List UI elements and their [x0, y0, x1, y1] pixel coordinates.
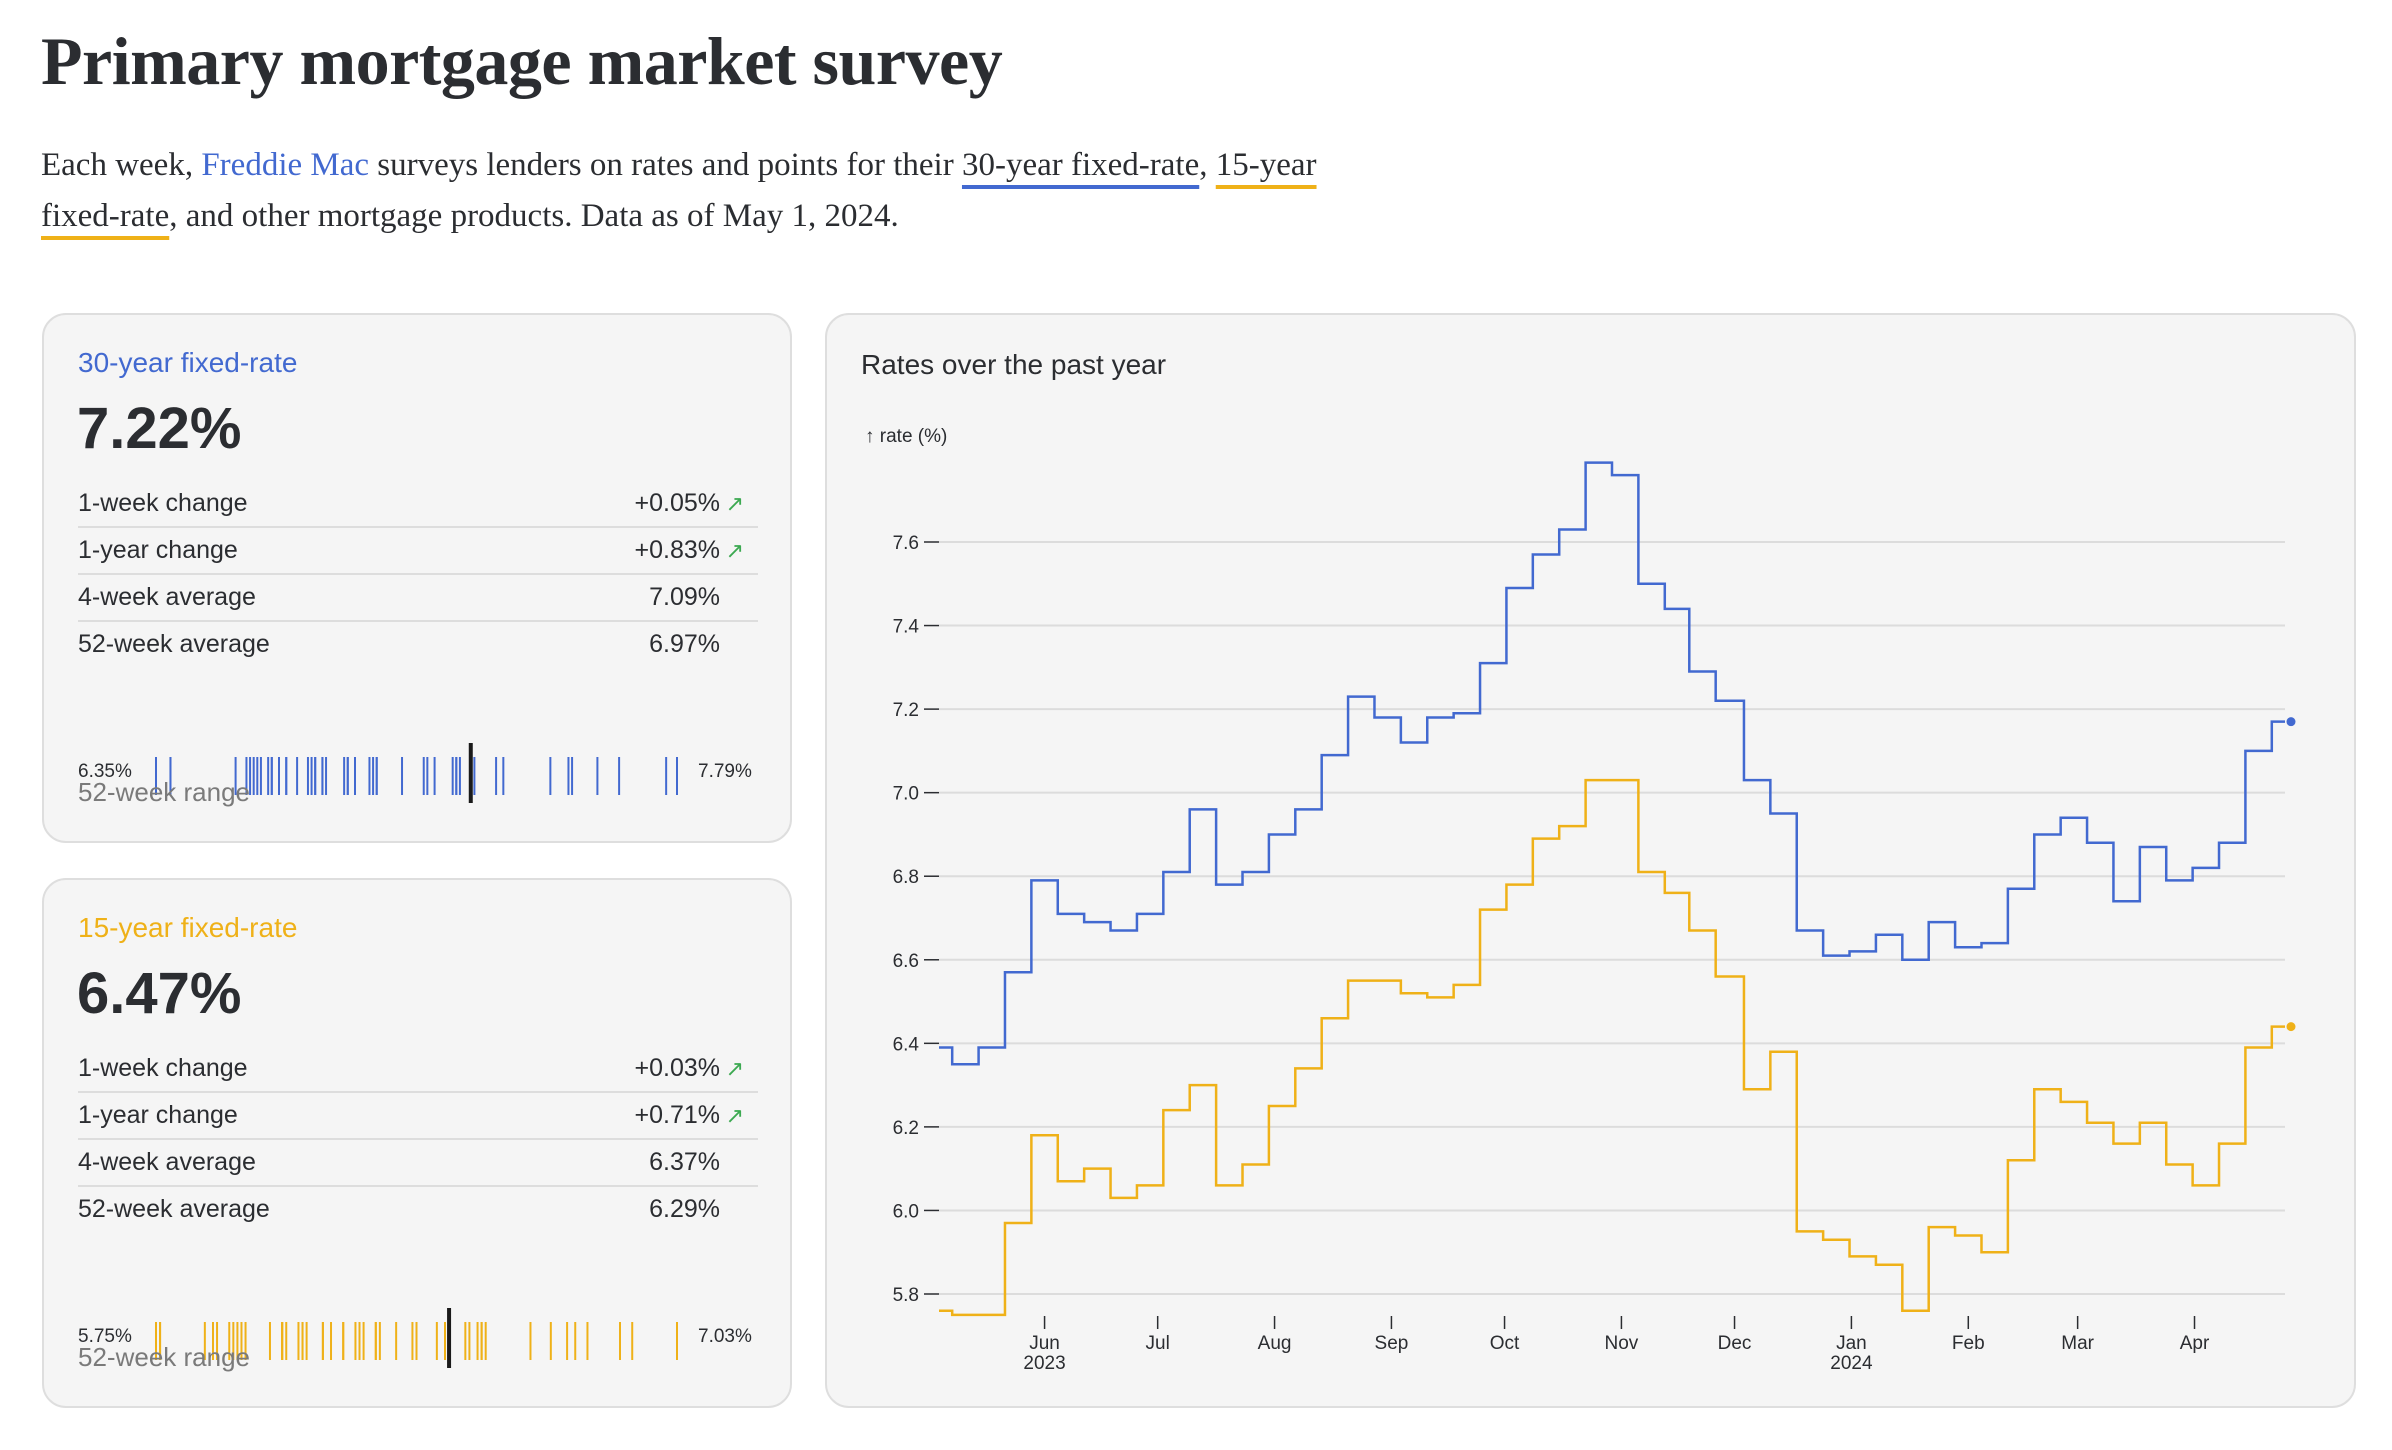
stat-row: 1-week change +0.05% ↗ — [78, 481, 758, 528]
y-axis-label: ↑ rate (%) — [865, 426, 947, 447]
x-tick-label: Mar — [2061, 1333, 2094, 1354]
card-title: 30-year fixed-rate — [78, 347, 298, 378]
intro-text: , — [1199, 147, 1216, 183]
rates-chart: ↑ rate (%) 5.8 6.0 6.2 6.4 6.6 6.8 7.0 7.2 7.4 7.6… — [865, 426, 2296, 1374]
page-title: Primary mortgage market survey — [41, 23, 1003, 99]
stats-table: 1-week change +0.03% ↗ 1-year change +0.71%… — [78, 1046, 758, 1232]
up-arrow-icon: ↗ — [725, 1055, 744, 1081]
stat-label: 1-week change — [78, 489, 248, 517]
range-max: 7.79% — [698, 761, 752, 782]
up-arrow-icon: ↗ — [725, 490, 744, 516]
stat-label: 1-week change — [78, 1054, 248, 1082]
range-strip: 6.35% 7.79% — [44, 743, 794, 803]
stat-label: 1-year change — [78, 536, 238, 564]
stat-label: 52-week average — [78, 1195, 270, 1223]
freddie-mac-link[interactable]: Freddie Mac — [201, 147, 370, 183]
chart-title: Rates over the past year — [861, 349, 1167, 380]
y-tick-label: 5.8 — [893, 1285, 919, 1306]
series-line-fifteen — [939, 778, 2285, 1317]
stat-value: +0.83% — [634, 536, 721, 564]
x-tick-label: Aug — [1258, 1333, 1292, 1354]
series-end-dot-fifteen — [2286, 1022, 2296, 1032]
stat-label: 1-year change — [78, 1101, 238, 1129]
series-end-dot-thirty — [2286, 717, 2296, 727]
stat-row: 1-week change +0.03% ↗ — [78, 1046, 758, 1093]
stat-value: +0.05% — [634, 489, 721, 517]
current-rate: 7.22% — [77, 396, 242, 461]
y-tick-label: 6.6 — [893, 951, 919, 972]
range-strip: 5.75% 7.03% — [44, 1308, 794, 1368]
range-min: 5.75% — [78, 1326, 132, 1347]
stat-label: 52-week average — [78, 630, 270, 658]
range-label: 52-week range — [78, 1342, 250, 1372]
x-tick-year-label: 2024 — [1830, 1353, 1873, 1374]
stat-row: 52-week average 6.29% — [78, 1187, 758, 1232]
range-ticks — [155, 1308, 678, 1368]
x-tick-label: Oct — [1490, 1333, 1520, 1354]
stat-label: 4-week average — [78, 1148, 256, 1176]
x-tick-label: Nov — [1605, 1333, 1639, 1354]
stat-row: 52-week average 6.97% — [78, 622, 758, 667]
range-label: 52-week range — [78, 777, 250, 807]
stat-value: 6.37% — [649, 1148, 720, 1176]
y-tick-label: 6.0 — [893, 1201, 919, 1222]
up-arrow-icon: ↗ — [725, 1102, 744, 1128]
stat-row: 1-year change +0.71% ↗ — [78, 1093, 758, 1140]
stat-row: 4-week average 6.37% — [78, 1140, 758, 1187]
x-tick-label: Sep — [1375, 1333, 1409, 1354]
intro-text: Each week, — [41, 147, 202, 183]
stat-row: 4-week average 7.09% — [78, 575, 758, 622]
stat-value: 7.09% — [649, 583, 720, 611]
stat-value: +0.03% — [634, 1054, 721, 1082]
intro-text: surveys lenders on rates and points for … — [369, 147, 962, 183]
stat-label: 4-week average — [78, 583, 256, 611]
range-max: 7.03% — [698, 1326, 752, 1347]
intro-text: , and other mortgage products. Data as o… — [169, 198, 899, 234]
y-tick-label: 7.2 — [893, 700, 919, 721]
x-tick-label: Feb — [1952, 1333, 1985, 1354]
stats-table: 1-week change +0.05% ↗ 1-year change +0.83%… — [78, 481, 758, 667]
card-title: 15-year fixed-rate — [78, 912, 298, 943]
y-tick-label: 7.0 — [893, 784, 919, 805]
legend-15-year: 15-year fixed-rate — [41, 147, 1317, 234]
rates-chart-card: ↑ rate (%) 5.8 6.0 6.2 6.4 6.6 6.8 7.0 7.2 7.4 7.6… — [825, 313, 2356, 1408]
stat-row: 1-year change +0.83% ↗ — [78, 528, 758, 575]
stat-value: +0.71% — [634, 1101, 721, 1129]
range-min: 6.35% — [78, 761, 132, 782]
y-tick-label: 7.4 — [893, 617, 920, 638]
card-15-year: 15-year fixed-rate 6.47% 1-week change +0… — [42, 878, 792, 1408]
series-line-thirty — [939, 461, 2285, 1066]
legend-30-year: 30-year fixed-rate — [961, 147, 1200, 183]
x-tick-label: Jun — [1029, 1333, 1060, 1354]
x-tick-year-label: 2023 — [1023, 1353, 1065, 1374]
up-arrow-icon: ↗ — [725, 537, 744, 563]
stat-value: 6.97% — [649, 630, 720, 658]
intro-paragraph: Each week, Freddie Mac surveys lenders o… — [41, 140, 1351, 242]
card-30-year: 30-year fixed-rate 7.22% 1-week change +0… — [42, 313, 792, 843]
x-tick-label: Dec — [1718, 1333, 1752, 1354]
x-tick-label: Jul — [1146, 1333, 1170, 1354]
y-tick-label: 7.6 — [893, 533, 919, 554]
range-ticks — [155, 743, 678, 803]
y-tick-label: 6.8 — [893, 867, 919, 888]
x-tick-label: Jan — [1836, 1333, 1867, 1354]
x-tick-label: Apr — [2180, 1333, 2210, 1354]
y-tick-label: 6.2 — [893, 1118, 919, 1139]
stat-value: 6.29% — [649, 1195, 720, 1223]
current-rate: 6.47% — [77, 961, 242, 1026]
y-tick-label: 6.4 — [893, 1034, 920, 1055]
